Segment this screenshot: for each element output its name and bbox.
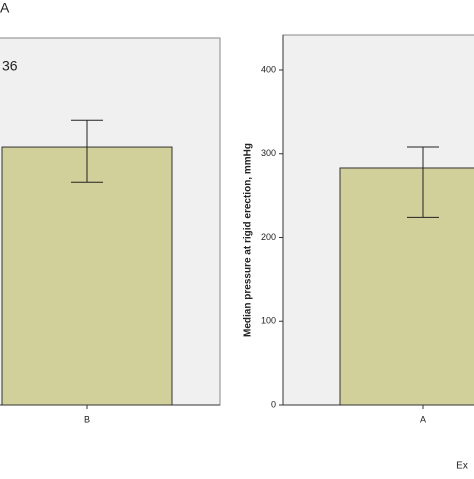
x-axis-label: Ex: [456, 461, 468, 472]
x-tick-label: A: [420, 414, 426, 424]
bar: [339, 167, 474, 406]
panel-label: A: [0, 0, 10, 16]
y-tick-label: 400: [261, 64, 276, 74]
y-tick-label: 200: [261, 232, 276, 242]
y-tick-label: 300: [261, 148, 276, 158]
bar: [1, 146, 173, 406]
y-tick-label: 100: [261, 316, 276, 326]
y-tick-label: 0: [271, 399, 276, 409]
annotation: 36: [2, 58, 18, 74]
y-axis-label: Median pressure at rigid erection, mmHg: [243, 143, 254, 337]
x-tick-label: B: [84, 414, 90, 424]
